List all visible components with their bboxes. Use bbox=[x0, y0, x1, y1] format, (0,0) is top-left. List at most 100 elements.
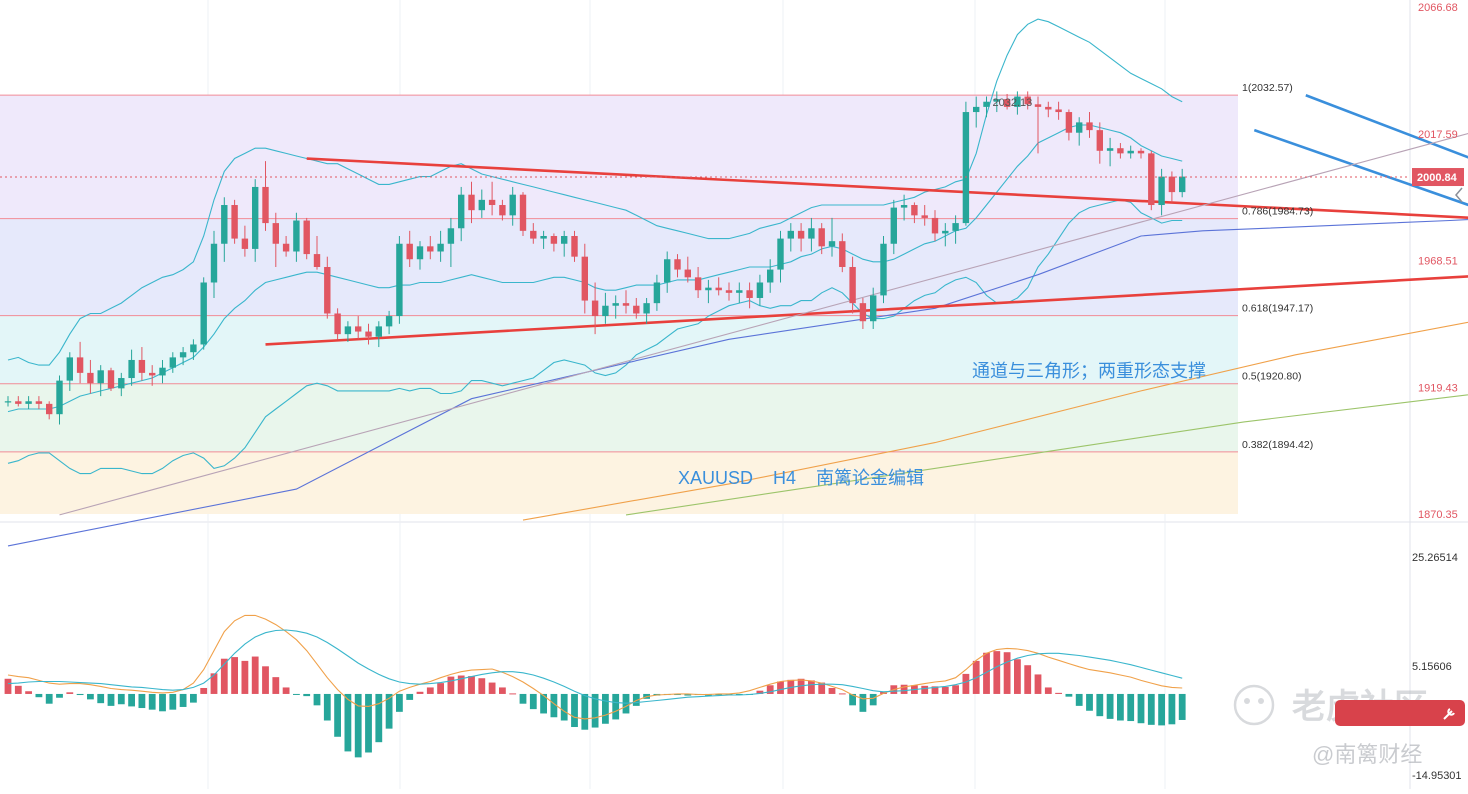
tiger-logo-eye bbox=[1258, 698, 1264, 704]
candle-body bbox=[1107, 148, 1113, 151]
watermark-sub-text: @南篱财经 bbox=[1312, 742, 1422, 767]
macd-bar bbox=[1158, 694, 1165, 725]
macd-bar bbox=[190, 694, 197, 703]
macd-bar bbox=[139, 694, 146, 708]
candle-body bbox=[273, 223, 279, 244]
candle-body bbox=[726, 290, 732, 293]
candle-body bbox=[221, 205, 227, 244]
candle-body bbox=[242, 239, 248, 249]
macd-bar bbox=[993, 651, 1000, 694]
fib-level-label: 0.5(1920.80) bbox=[1242, 371, 1302, 383]
macd-bar bbox=[272, 677, 279, 694]
settings-tab[interactable] bbox=[1335, 700, 1465, 726]
candle-body bbox=[252, 187, 258, 249]
candle-body bbox=[1066, 112, 1072, 133]
macd-bar bbox=[262, 666, 269, 694]
candle-body bbox=[25, 401, 31, 404]
candle-body bbox=[983, 102, 989, 107]
candle-body bbox=[479, 200, 485, 210]
candle-body bbox=[170, 357, 176, 367]
candle-body bbox=[798, 231, 804, 239]
candle-body bbox=[56, 381, 62, 415]
candle-body bbox=[551, 236, 557, 244]
macd-bar bbox=[396, 694, 403, 712]
candle-body bbox=[942, 231, 948, 234]
candle-body bbox=[499, 205, 505, 215]
macd-bar bbox=[334, 694, 341, 737]
macd-bar bbox=[77, 694, 84, 695]
candle-body bbox=[860, 303, 866, 321]
candle-body bbox=[973, 107, 979, 112]
price-axis-tick: 2017.59 bbox=[1418, 129, 1458, 141]
candle-body bbox=[788, 231, 794, 239]
chart-caption: XAUUSD H4 南篱论金编辑 bbox=[678, 468, 924, 488]
macd-bar bbox=[1076, 694, 1083, 706]
macd-bar bbox=[509, 693, 516, 694]
macd-bar bbox=[293, 694, 300, 695]
macd-bar bbox=[561, 694, 568, 721]
candle-body bbox=[1097, 130, 1103, 151]
candle-body bbox=[1035, 104, 1041, 107]
candle-body bbox=[211, 244, 217, 283]
macd-bar bbox=[1148, 694, 1155, 725]
candle-body bbox=[1086, 122, 1092, 130]
candle-body bbox=[15, 401, 21, 404]
macd-bar bbox=[1004, 652, 1011, 694]
candle-body bbox=[870, 295, 876, 321]
macd-bar bbox=[1086, 694, 1093, 711]
macd-bar bbox=[5, 679, 12, 694]
macd-bar bbox=[375, 694, 382, 742]
candle-body bbox=[1055, 109, 1061, 112]
candle-body bbox=[839, 241, 845, 267]
macd-bar bbox=[46, 694, 53, 704]
macd-bar bbox=[1055, 693, 1062, 694]
macd-bar bbox=[860, 694, 867, 712]
candle-body bbox=[5, 401, 11, 402]
candle-body bbox=[139, 360, 145, 373]
macd-bar bbox=[200, 688, 207, 694]
macd-bar bbox=[1096, 694, 1103, 716]
candle-body bbox=[582, 257, 588, 301]
candle bbox=[304, 218, 310, 259]
candle-body bbox=[952, 223, 958, 231]
candle-body bbox=[561, 236, 567, 244]
candle-body bbox=[417, 246, 423, 259]
price-axis-tick: 1919.43 bbox=[1418, 382, 1458, 394]
price-axis-tick: 1968.51 bbox=[1418, 256, 1458, 268]
macd-bar bbox=[602, 694, 609, 724]
macd-bar bbox=[1117, 694, 1124, 721]
macd-bar bbox=[149, 694, 156, 710]
candle-body bbox=[36, 401, 42, 404]
candle-body bbox=[777, 239, 783, 270]
candle-body bbox=[180, 352, 186, 357]
candle-body bbox=[437, 244, 443, 252]
candle-body bbox=[922, 215, 928, 218]
macd-bar bbox=[66, 692, 73, 694]
macd-bar bbox=[777, 681, 784, 693]
price-axis-tick: 2066.68 bbox=[1418, 2, 1458, 14]
candle-body bbox=[396, 244, 402, 316]
candle-body bbox=[716, 288, 722, 291]
candle-body bbox=[746, 290, 752, 298]
current-price-label: 2000.84 bbox=[1417, 172, 1458, 184]
macd-bar bbox=[427, 687, 434, 694]
macd-bar bbox=[303, 694, 310, 696]
macd-bar bbox=[314, 694, 321, 705]
candle-body bbox=[674, 259, 680, 269]
candle-body bbox=[695, 277, 701, 290]
macd-bar bbox=[942, 687, 949, 694]
macd-bar bbox=[1107, 694, 1114, 719]
candle-body bbox=[67, 357, 73, 380]
candle-body bbox=[654, 282, 660, 303]
candle-body bbox=[293, 221, 299, 252]
candle-body bbox=[633, 306, 639, 314]
candle-body bbox=[324, 267, 330, 313]
macd-bar bbox=[283, 687, 290, 694]
macd-bar bbox=[839, 693, 846, 694]
candle-body bbox=[1138, 151, 1144, 154]
candle-body bbox=[880, 244, 886, 296]
candle-body bbox=[1158, 177, 1164, 205]
candle-body bbox=[458, 195, 464, 229]
macd-bar bbox=[355, 694, 362, 757]
